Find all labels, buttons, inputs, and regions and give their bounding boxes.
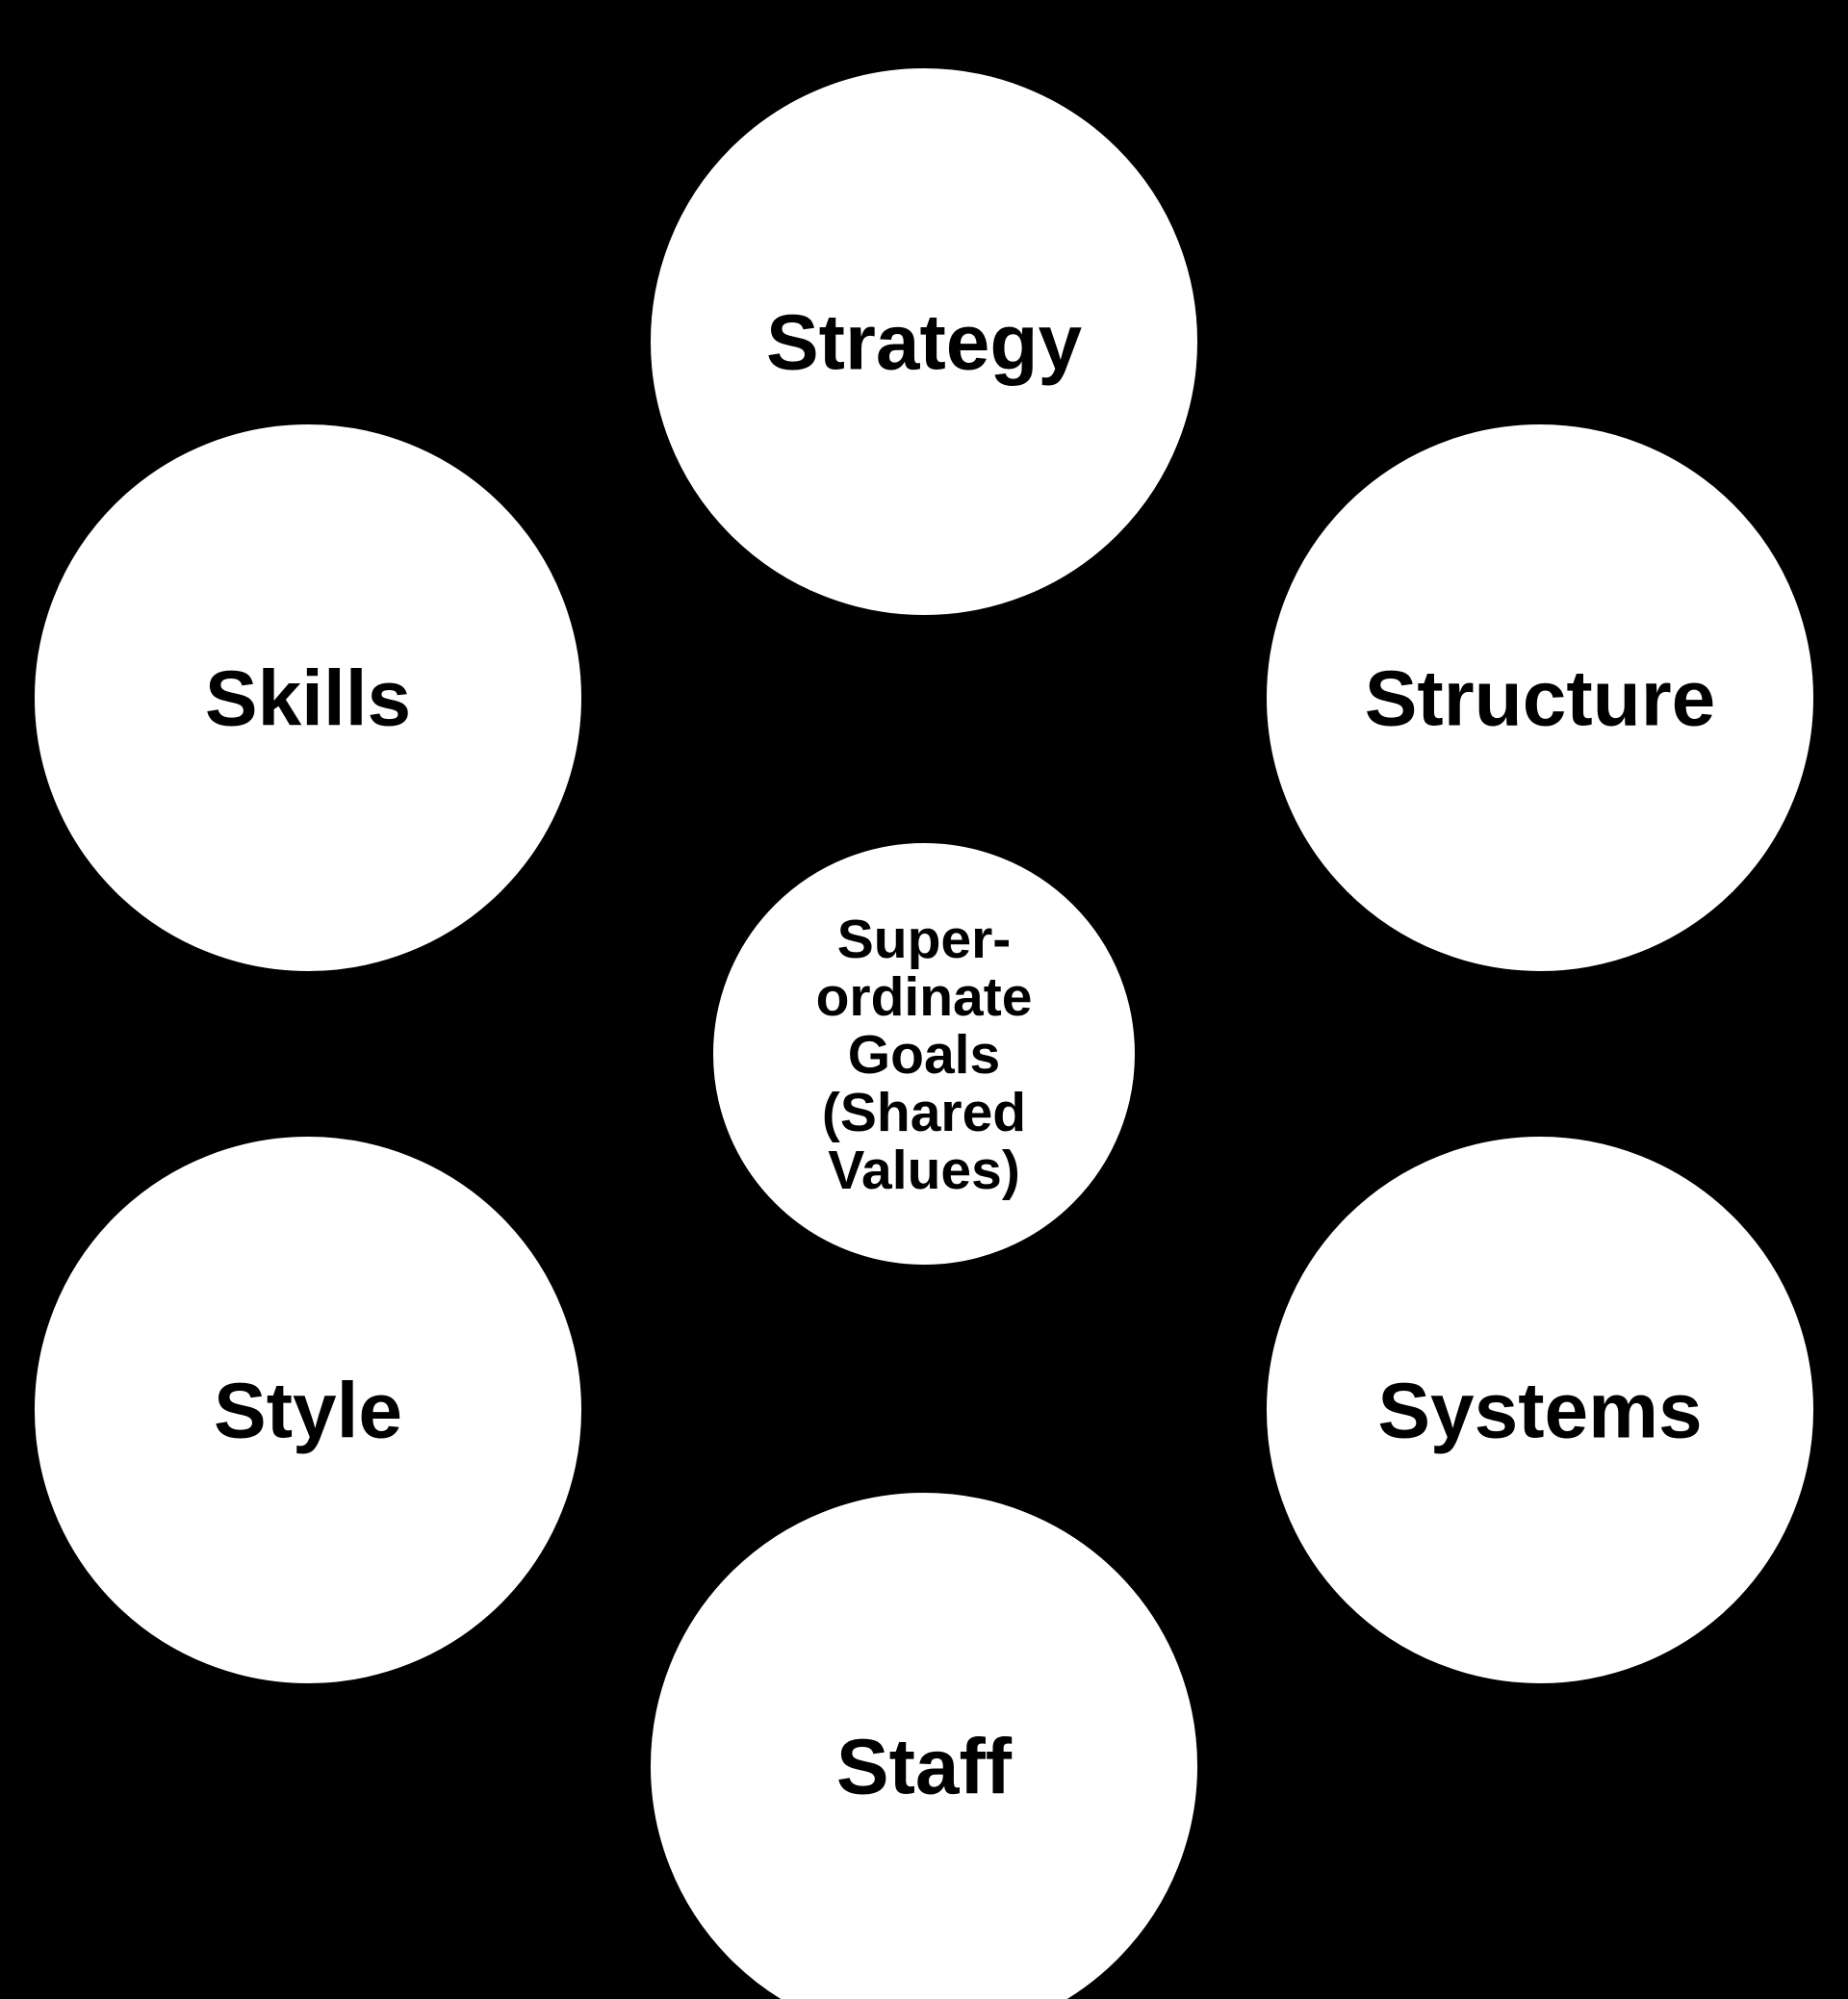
node-label-structure: Structure bbox=[1365, 655, 1716, 743]
node-label-line: Skills bbox=[205, 655, 411, 743]
node-systems: Systems bbox=[1261, 1131, 1819, 1689]
node-label-center: Super-ordinateGoals(SharedValues) bbox=[816, 909, 1033, 1201]
node-label-line: Values) bbox=[828, 1140, 1020, 1201]
node-label-line: Super- bbox=[837, 909, 1012, 970]
node-staff: Staff bbox=[645, 1487, 1203, 1999]
node-structure: Structure bbox=[1261, 419, 1819, 977]
seven-s-diagram-svg: Strategy Structure Systems Staff Style Skills… bbox=[0, 0, 1848, 1999]
node-label-line: Goals bbox=[848, 1024, 1000, 1086]
node-label-line: ordinate bbox=[816, 966, 1033, 1028]
node-label-line: Strategy bbox=[766, 299, 1083, 387]
node-strategy: Strategy bbox=[645, 63, 1203, 621]
node-style: Style bbox=[29, 1131, 587, 1689]
node-label-staff: Staff bbox=[836, 1724, 1013, 1811]
node-label-line: Systems bbox=[1377, 1368, 1702, 1455]
node-label-skills: Skills bbox=[205, 655, 411, 743]
node-label-line: Staff bbox=[836, 1724, 1013, 1811]
node-label-line: Structure bbox=[1365, 655, 1716, 743]
node-skills: Skills bbox=[29, 419, 587, 977]
node-center: Super-ordinateGoals(SharedValues) bbox=[707, 837, 1141, 1270]
node-label-strategy: Strategy bbox=[766, 299, 1083, 387]
node-label-style: Style bbox=[214, 1368, 402, 1455]
diagram-stage: Strategy Structure Systems Staff Style Skills… bbox=[0, 0, 1848, 1999]
node-label-line: (Shared bbox=[822, 1082, 1026, 1143]
node-label-systems: Systems bbox=[1377, 1368, 1702, 1455]
node-label-line: Style bbox=[214, 1368, 402, 1455]
